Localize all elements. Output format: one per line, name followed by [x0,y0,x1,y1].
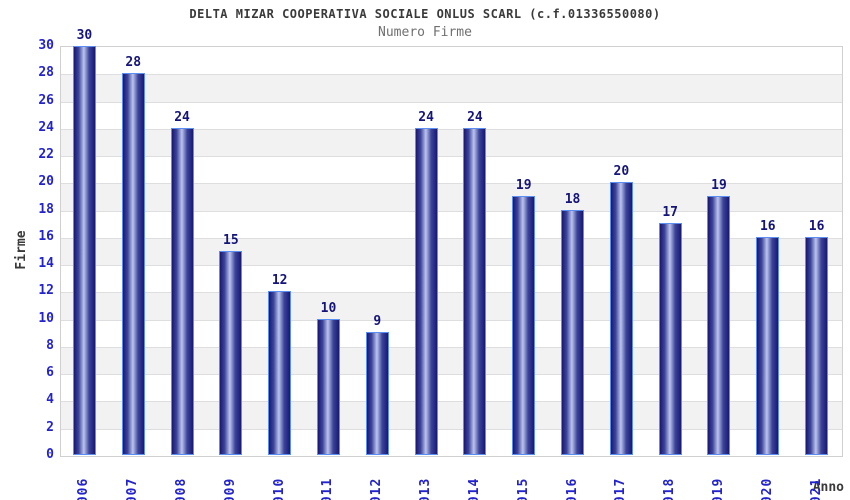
bar [316,318,340,455]
grid-line [61,265,842,267]
x-tick-label: 2015 [515,477,531,500]
bar-value-label: 24 [418,109,434,125]
y-tick-label: 22 [38,147,54,163]
x-tick-label: 2017 [613,477,629,500]
bar-value-label: 24 [467,109,483,125]
y-tick-label: 18 [38,201,54,217]
x-tick-label: 2008 [174,477,190,500]
bar [414,127,438,455]
x-tick-label: 2011 [320,477,336,500]
bar [268,291,292,455]
grid-line [61,210,842,212]
y-tick-label: 30 [38,38,54,53]
y-tick-label: 0 [46,447,54,462]
x-tick-label: 2006 [76,477,92,500]
bar [609,182,633,455]
bar [72,46,96,455]
grid-line [61,374,842,376]
bar [512,195,536,455]
grid-line [61,428,842,430]
bar-value-label: 17 [662,205,678,221]
y-axis-label: Firme [14,230,29,270]
x-tick-label: 2021 [808,477,824,500]
y-tick-label: 10 [38,310,54,326]
grid-band [61,47,842,75]
x-tick-label: 2016 [564,477,580,500]
bar [658,223,682,455]
bar [219,250,243,455]
bar [561,209,585,455]
bar-value-label: 16 [759,218,776,234]
y-tick-label: 2 [46,419,54,435]
x-tick-label: 2014 [466,477,482,500]
bar [365,332,389,455]
grid-line [61,101,842,103]
bar [170,127,194,455]
bar-value-label: 15 [223,232,239,248]
grid-line [61,128,842,130]
y-tick-label: 26 [38,92,54,108]
bar-value-label: 9 [373,314,382,330]
bar [463,127,487,455]
grid-line [61,346,842,348]
bar [121,73,145,455]
bar-value-label: 16 [808,218,825,234]
y-tick-label: 6 [46,365,54,381]
y-tick-label: 16 [38,228,54,244]
grid-line [61,292,842,294]
y-tick-label: 8 [46,337,54,353]
chart-subtitle: Numero Firme [378,25,472,40]
bar-value-label: 30 [76,28,93,43]
bar-value-label: 12 [271,273,288,289]
bar-value-label: 10 [320,300,337,316]
bar [707,195,731,455]
grid-line [61,183,842,185]
x-tick-label: 2013 [418,477,434,500]
y-tick-label: 28 [38,65,54,81]
grid-band [61,74,842,102]
y-tick-label: 14 [38,256,54,272]
grid-line [61,237,842,239]
bar-value-label: 18 [564,191,581,207]
x-tick-label: 2010 [271,477,287,500]
x-tick-label: 2020 [759,477,775,500]
bar-value-label: 19 [711,177,727,193]
x-axis-label: Anno [812,480,844,495]
grid-line [61,319,842,321]
grid-band [61,101,842,129]
grid-line [61,156,842,158]
x-tick-label: 2009 [222,477,238,500]
bar-value-label: 19 [515,177,532,193]
y-tick-label: 4 [46,392,54,408]
grid-line [61,401,842,403]
grid-line [61,74,842,76]
bar-value-label: 28 [125,55,142,71]
x-tick-label: 2012 [369,477,385,500]
x-tick-label: 2007 [125,477,141,500]
bar-value-label: 20 [613,164,630,180]
y-tick-label: 20 [38,174,54,190]
bar [756,236,780,455]
chart-title: DELTA MIZAR COOPERATIVA SOCIALE ONLUS SC… [189,7,661,21]
y-tick-label: 24 [38,119,54,135]
y-tick-label: 12 [38,283,54,299]
bar-value-label: 24 [174,109,190,125]
x-tick-label: 2019 [710,477,726,500]
bar [805,236,829,455]
x-tick-label: 2018 [662,477,678,500]
